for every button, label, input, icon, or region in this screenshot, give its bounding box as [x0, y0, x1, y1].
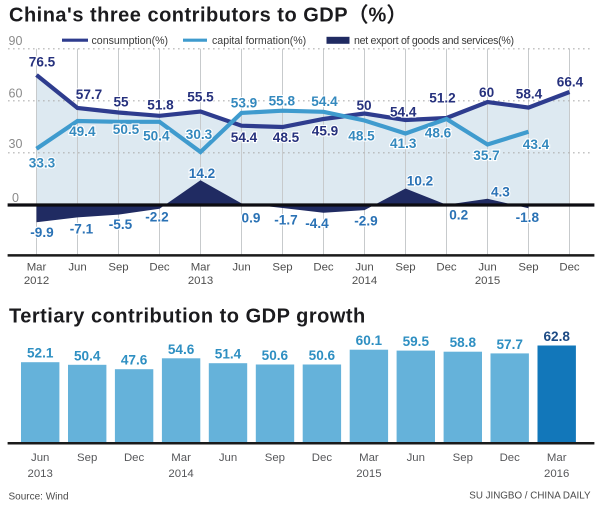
- svg-text:Dec: Dec: [313, 261, 334, 273]
- svg-text:62.8: 62.8: [543, 329, 570, 344]
- svg-text:52.1: 52.1: [27, 346, 54, 361]
- svg-text:Mar: Mar: [171, 452, 191, 464]
- svg-text:43.4: 43.4: [523, 137, 550, 152]
- svg-text:Jun: Jun: [355, 261, 373, 273]
- svg-text:60: 60: [9, 86, 23, 100]
- svg-text:59.5: 59.5: [403, 334, 430, 349]
- svg-text:Jun: Jun: [31, 452, 49, 464]
- svg-text:SU JINGBO / CHINA DAILY: SU JINGBO / CHINA DAILY: [469, 491, 591, 502]
- svg-text:55.8: 55.8: [269, 93, 296, 108]
- svg-text:54.4: 54.4: [390, 105, 417, 120]
- svg-text:48.5: 48.5: [348, 129, 375, 144]
- svg-text:53.9: 53.9: [231, 96, 258, 111]
- svg-text:Dec: Dec: [124, 452, 145, 464]
- svg-text:Jun: Jun: [232, 261, 250, 273]
- svg-text:60.1: 60.1: [356, 333, 383, 348]
- svg-text:51.8: 51.8: [147, 98, 174, 113]
- svg-text:54.4: 54.4: [231, 130, 258, 145]
- svg-text:Jun: Jun: [407, 452, 425, 464]
- svg-text:Sep: Sep: [272, 261, 292, 273]
- svg-text:Dec: Dec: [312, 452, 333, 464]
- svg-text:Mar: Mar: [547, 452, 567, 464]
- svg-text:2015: 2015: [475, 275, 500, 287]
- svg-text:60: 60: [479, 85, 494, 100]
- svg-text:capital formation(%): capital formation(%): [212, 35, 306, 47]
- svg-text:58.4: 58.4: [516, 86, 543, 101]
- svg-text:Mar: Mar: [359, 452, 379, 464]
- svg-text:Sep: Sep: [453, 452, 473, 464]
- svg-text:58.8: 58.8: [450, 335, 477, 350]
- svg-text:Sep: Sep: [395, 261, 415, 273]
- svg-text:50.6: 50.6: [262, 348, 289, 363]
- svg-text:90: 90: [9, 34, 23, 48]
- svg-text:10.2: 10.2: [407, 174, 434, 189]
- svg-text:Mar: Mar: [27, 261, 47, 273]
- svg-text:57.7: 57.7: [76, 87, 102, 102]
- svg-text:54.6: 54.6: [168, 342, 195, 357]
- svg-text:-2.2: -2.2: [145, 209, 169, 224]
- svg-text:47.6: 47.6: [121, 353, 148, 368]
- svg-text:0.9: 0.9: [242, 210, 261, 225]
- svg-text:50.6: 50.6: [309, 348, 336, 363]
- svg-text:Sep: Sep: [108, 261, 128, 273]
- svg-text:Jun: Jun: [68, 261, 86, 273]
- svg-text:-9.9: -9.9: [30, 225, 54, 240]
- svg-text:Mar: Mar: [191, 261, 211, 273]
- svg-text:48.6: 48.6: [425, 125, 452, 140]
- svg-text:48.5: 48.5: [273, 130, 300, 145]
- svg-text:Sep: Sep: [518, 261, 538, 273]
- svg-text:51.4: 51.4: [215, 347, 242, 362]
- svg-text:50.4: 50.4: [143, 129, 170, 144]
- svg-text:-1.8: -1.8: [516, 210, 540, 225]
- svg-text:45.9: 45.9: [312, 124, 339, 139]
- svg-text:55.5: 55.5: [187, 90, 214, 105]
- svg-text:2013: 2013: [188, 275, 213, 287]
- svg-text:14.2: 14.2: [189, 166, 216, 181]
- svg-text:Dec: Dec: [436, 261, 457, 273]
- svg-text:49.4: 49.4: [69, 124, 96, 139]
- svg-text:-2.9: -2.9: [354, 213, 378, 228]
- svg-text:Sep: Sep: [77, 452, 97, 464]
- svg-text:net export of goods and servic: net export of goods and services(%): [354, 35, 514, 47]
- svg-text:2016: 2016: [544, 468, 569, 480]
- svg-text:Source: Wind: Source: Wind: [9, 491, 69, 502]
- svg-text:Dec: Dec: [559, 261, 580, 273]
- svg-text:2015: 2015: [356, 468, 381, 480]
- svg-text:Jun: Jun: [478, 261, 496, 273]
- svg-text:51.2: 51.2: [429, 91, 456, 106]
- svg-text:0.2: 0.2: [449, 208, 468, 223]
- svg-text:55: 55: [113, 94, 129, 109]
- svg-text:41.3: 41.3: [390, 136, 417, 151]
- svg-text:-7.1: -7.1: [70, 221, 94, 236]
- svg-text:-5.5: -5.5: [109, 217, 133, 232]
- svg-text:54.4: 54.4: [311, 94, 338, 109]
- svg-text:50: 50: [356, 98, 371, 113]
- svg-text:Tertiary contribution to GDP g: Tertiary contribution to GDP growth: [9, 306, 366, 328]
- svg-text:-1.7: -1.7: [274, 212, 297, 227]
- svg-text:Dec: Dec: [500, 452, 521, 464]
- svg-text:Dec: Dec: [149, 261, 170, 273]
- svg-text:0: 0: [12, 191, 19, 205]
- svg-text:4.3: 4.3: [491, 185, 510, 200]
- svg-text:30: 30: [9, 137, 23, 151]
- svg-text:50.4: 50.4: [74, 348, 101, 363]
- svg-text:33.3: 33.3: [29, 155, 56, 170]
- svg-text:Jun: Jun: [219, 452, 237, 464]
- svg-text:China's three contributors to: China's three contributors to GDP（%）: [9, 4, 407, 27]
- svg-text:2014: 2014: [352, 275, 377, 287]
- svg-text:76.5: 76.5: [29, 54, 56, 69]
- svg-text:66.4: 66.4: [557, 74, 584, 89]
- svg-text:30.3: 30.3: [186, 127, 213, 142]
- svg-text:2014: 2014: [168, 468, 193, 480]
- svg-text:2013: 2013: [28, 468, 53, 480]
- svg-text:50.5: 50.5: [113, 122, 140, 137]
- svg-text:2012: 2012: [24, 275, 49, 287]
- svg-text:Sep: Sep: [265, 452, 285, 464]
- svg-text:57.7: 57.7: [496, 337, 522, 352]
- svg-text:-4.4: -4.4: [305, 216, 329, 231]
- svg-text:consumption(%): consumption(%): [92, 35, 169, 47]
- svg-text:35.7: 35.7: [473, 148, 499, 163]
